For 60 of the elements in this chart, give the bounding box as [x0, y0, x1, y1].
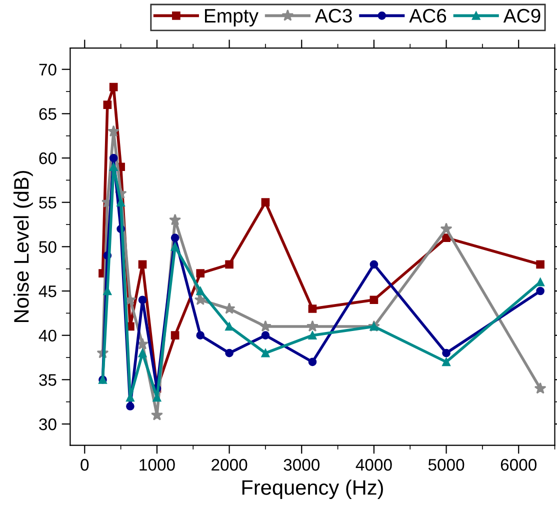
- point: [194, 294, 206, 306]
- x-tick-label: 6000: [500, 458, 536, 471]
- x-tick-label: 4000: [356, 458, 392, 471]
- point: [138, 260, 147, 269]
- y-tick-label: 40: [38, 330, 56, 342]
- point: [170, 331, 180, 340]
- point: [536, 286, 544, 296]
- point: [536, 278, 544, 286]
- point: [442, 348, 450, 358]
- point: [138, 348, 147, 358]
- legend-label: AC9: [503, 8, 540, 23]
- point: [261, 331, 270, 340]
- x-tick-label: 5000: [428, 458, 464, 471]
- y-tick-label: 30: [39, 418, 56, 430]
- point: [116, 198, 125, 207]
- point: [138, 296, 147, 304]
- y-tick-label: 70: [39, 64, 56, 76]
- point: [534, 382, 546, 394]
- point: [370, 260, 378, 269]
- point: [126, 402, 134, 410]
- point: [225, 260, 234, 269]
- x-axis-title: Frequency (Hz): [242, 480, 383, 499]
- x-tick-label: 3000: [284, 458, 320, 471]
- point: [225, 322, 234, 331]
- point: [170, 234, 180, 242]
- point: [261, 198, 270, 207]
- legend-label: AC6: [409, 8, 446, 23]
- y-axis-title: Noise Level (dB): [13, 170, 33, 322]
- legend-label: AC3: [314, 8, 352, 23]
- x-tick-label: 2000: [212, 458, 248, 471]
- point: [196, 286, 205, 296]
- point: [308, 304, 317, 313]
- point: [196, 269, 205, 278]
- point: [442, 358, 450, 366]
- y-tick-label: 65: [39, 108, 56, 120]
- y-tick-label: 35: [39, 374, 56, 386]
- point: [108, 125, 120, 137]
- x-tick-label: 1000: [140, 458, 175, 471]
- y-tick-label: 55: [39, 196, 56, 209]
- point: [261, 348, 270, 358]
- point: [109, 154, 118, 162]
- point: [308, 358, 317, 366]
- y-tick-label: 45: [38, 286, 56, 298]
- point: [109, 82, 118, 92]
- point: [225, 348, 234, 358]
- point: [536, 260, 544, 269]
- point: [109, 162, 118, 172]
- legend-label: Empty: [205, 9, 258, 27]
- point: [196, 331, 205, 340]
- point: [170, 242, 180, 251]
- point: [308, 331, 317, 340]
- point: [259, 320, 272, 332]
- point: [306, 320, 318, 332]
- point: [169, 214, 182, 226]
- x-tick-label: 0: [80, 458, 89, 471]
- y-tick-label: 50: [39, 241, 56, 253]
- point: [370, 296, 378, 304]
- point: [103, 100, 112, 109]
- point: [440, 222, 452, 234]
- y-tick-label: 60: [39, 152, 56, 164]
